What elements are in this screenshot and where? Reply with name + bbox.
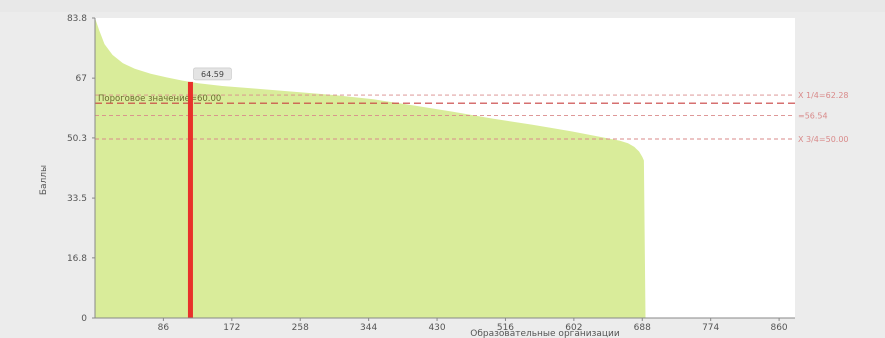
reference-label-3: Х 3/4=50.00 xyxy=(798,135,849,144)
y-tick-label: 33.5 xyxy=(67,194,87,204)
reference-label-0: Х 1/4=62.28 xyxy=(798,91,849,100)
y-ticks: 0 16.8 33.5 50.3 67 83.8 xyxy=(67,14,95,324)
x-tick-label: 344 xyxy=(360,323,377,333)
x-tick-label: 86 xyxy=(158,323,170,333)
threshold-label: Пороговое значение=60.00 xyxy=(98,94,221,104)
y-tick-label: 50.3 xyxy=(67,134,87,144)
top-strip xyxy=(0,0,885,12)
y-tick-label: 0 xyxy=(81,314,87,324)
reference-lines: Х 1/4=62.28 Пороговое значение=60.00 =56.5… xyxy=(95,91,849,144)
area-layer xyxy=(95,18,646,318)
marker-label: 64.59 xyxy=(201,70,224,79)
x-tick-label: 860 xyxy=(770,323,787,333)
x-tick-label: 602 xyxy=(565,323,582,333)
x-tick-label: 430 xyxy=(428,323,445,333)
y-tick-label: 83.8 xyxy=(67,14,87,24)
area-series-0 xyxy=(95,18,646,318)
y-tick-label: 16.8 xyxy=(67,254,87,264)
x-ticks: 86 172 258 344 430 516 602 688 774 860 xyxy=(158,318,788,333)
x-tick-label: 688 xyxy=(634,323,651,333)
x-tick-label: 774 xyxy=(702,323,719,333)
x-axis-label: Образовательные организации xyxy=(470,329,620,338)
y-tick-label: 67 xyxy=(76,74,87,84)
reference-label-2: =56.54 xyxy=(798,112,828,121)
marker-label-box xyxy=(193,67,232,81)
x-tick-label: 172 xyxy=(223,323,240,333)
y-axis-label: Баллы xyxy=(39,165,49,195)
marker-layer: 64.59 xyxy=(187,67,232,318)
x-tick-label: 258 xyxy=(292,323,309,333)
x-tick-label: 516 xyxy=(497,323,514,333)
marker-bar xyxy=(187,81,193,318)
